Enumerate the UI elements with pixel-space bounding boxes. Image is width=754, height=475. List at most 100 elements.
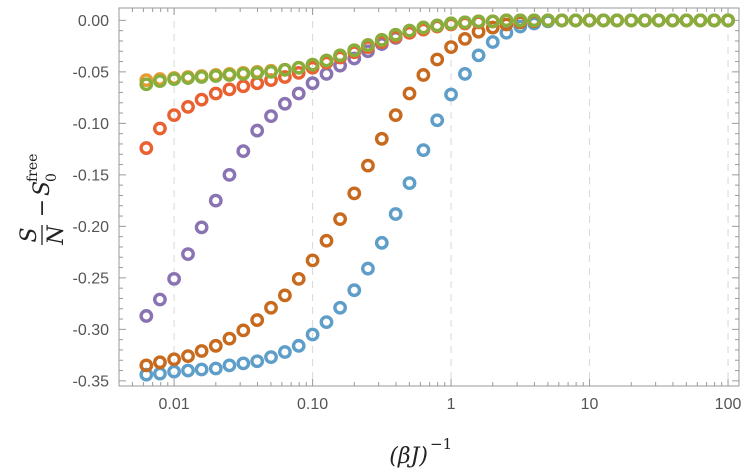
data-point xyxy=(153,121,167,136)
data-point xyxy=(291,338,306,353)
y-title-minus: − xyxy=(30,199,55,217)
data-point xyxy=(651,13,666,28)
data-point xyxy=(181,247,195,262)
data-point xyxy=(305,253,320,268)
data-point xyxy=(458,67,472,81)
data-point xyxy=(194,362,209,377)
data-point xyxy=(458,15,472,30)
data-point xyxy=(554,13,569,28)
data-point xyxy=(319,67,334,81)
data-point xyxy=(319,233,334,248)
data-point xyxy=(568,13,583,28)
data-point xyxy=(665,13,680,28)
data-point xyxy=(499,13,514,28)
data-point xyxy=(139,77,154,92)
y-tick-label: -0.25 xyxy=(73,270,110,287)
data-point xyxy=(167,108,182,123)
data-point xyxy=(485,20,500,35)
data-point xyxy=(264,300,278,315)
data-point xyxy=(430,113,445,128)
data-point xyxy=(333,300,347,315)
data-point xyxy=(139,309,154,323)
series-layer xyxy=(139,13,735,382)
data-point xyxy=(721,13,735,28)
data-point xyxy=(291,86,306,101)
data-point xyxy=(277,62,292,77)
series-4 xyxy=(139,13,735,155)
data-point xyxy=(277,288,292,303)
data-point xyxy=(485,14,500,29)
data-point xyxy=(167,352,182,367)
data-point xyxy=(416,143,431,158)
data-point xyxy=(458,32,472,46)
data-point xyxy=(430,52,445,67)
data-point xyxy=(638,13,652,28)
data-point xyxy=(277,96,292,111)
plot-frame xyxy=(118,7,740,387)
data-point xyxy=(167,72,182,86)
data-point xyxy=(153,292,167,307)
y-tick-label: -0.20 xyxy=(73,219,110,236)
data-point xyxy=(264,350,278,365)
data-point xyxy=(236,356,251,371)
data-point xyxy=(485,35,500,49)
data-point xyxy=(388,27,403,42)
data-point xyxy=(222,167,237,182)
data-point xyxy=(388,207,403,221)
data-point xyxy=(707,13,722,28)
x-tick-label: 100 xyxy=(715,396,742,413)
data-point xyxy=(305,57,320,72)
data-point xyxy=(416,20,431,35)
y-title-superscript: free xyxy=(25,154,41,182)
y-tick-label: -0.35 xyxy=(73,373,110,390)
data-point xyxy=(582,13,597,28)
data-point xyxy=(250,313,265,327)
y-tick-label: -0.30 xyxy=(73,322,110,339)
series-6 xyxy=(139,13,735,92)
x-title-base: (βJ) xyxy=(389,444,428,469)
data-point xyxy=(167,364,182,379)
x-tick-label: 0.10 xyxy=(297,396,328,413)
data-point xyxy=(444,40,458,55)
data-point xyxy=(610,13,624,28)
data-point xyxy=(402,23,417,38)
data-point xyxy=(291,271,306,286)
data-point xyxy=(471,48,486,63)
y-tick-label: -0.15 xyxy=(73,167,110,184)
data-point xyxy=(693,13,708,28)
data-point xyxy=(250,123,265,138)
data-point xyxy=(208,361,223,376)
data-point xyxy=(624,13,639,28)
data-point xyxy=(264,64,278,79)
data-point xyxy=(333,48,347,63)
data-point xyxy=(194,220,209,235)
data-point xyxy=(194,70,209,84)
data-point xyxy=(181,349,195,364)
data-point xyxy=(374,131,389,146)
x-title-exponent: −1 xyxy=(430,435,452,453)
tick-layer: 0.01 0.10 1 10 100 0.00 -0.05 -0.10 -0.15 -0.20 -0… xyxy=(73,8,742,413)
data-point xyxy=(347,186,362,201)
data-point xyxy=(471,14,486,29)
x-tick-label: 0.01 xyxy=(159,396,190,413)
data-point xyxy=(388,108,403,123)
data-point xyxy=(208,69,223,83)
data-point xyxy=(222,331,237,346)
x-tick-label: 10 xyxy=(581,396,599,413)
data-point xyxy=(194,92,209,107)
data-point xyxy=(153,366,167,381)
data-point xyxy=(181,99,195,114)
data-point xyxy=(208,86,223,101)
data-point xyxy=(181,71,195,85)
data-point xyxy=(305,76,320,91)
data-point xyxy=(277,70,292,84)
data-point xyxy=(222,358,237,373)
data-point xyxy=(333,212,347,227)
data-point xyxy=(291,60,306,75)
y-title-entropy-symbol: S xyxy=(30,181,55,196)
y-tick-label: -0.10 xyxy=(73,116,110,133)
data-point xyxy=(139,358,154,373)
y-title-denominator: N xyxy=(44,225,69,246)
data-point xyxy=(444,87,458,102)
grid-layer xyxy=(173,8,729,386)
